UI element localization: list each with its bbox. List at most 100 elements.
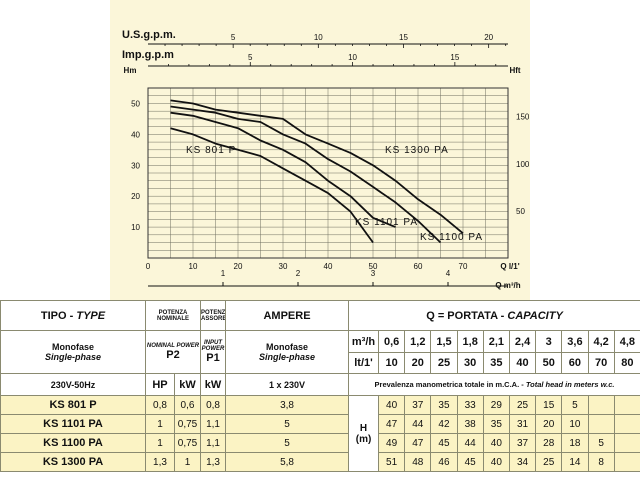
head-value: 45 xyxy=(430,433,458,453)
series-label: KS 1300 PA xyxy=(385,145,449,156)
q-m3h: 4,8 xyxy=(613,330,640,353)
q-m3h: 1,2 xyxy=(404,330,432,353)
head-value: 45 xyxy=(456,452,484,472)
q-m3h: 1,5 xyxy=(430,330,458,353)
q-lmin: 30 xyxy=(456,352,484,374)
pump-performance-chart: 10 20 30 40 50 Hm 50 100 150 Hft 0 10 20 30 40 50 60 70 Q … xyxy=(122,29,530,290)
bottom-tick-label: 0 xyxy=(146,262,151,271)
model-name: KS 1101 PA xyxy=(0,414,146,434)
head-value: 25 xyxy=(535,452,563,472)
head-value: 14 xyxy=(561,452,589,472)
kw2-value: 0,6 xyxy=(173,395,202,415)
hp-value: 1 xyxy=(145,414,175,434)
usgpm-tick-label: 15 xyxy=(399,33,408,42)
left-axis-label: Hm xyxy=(124,66,137,75)
amp-value: 3,8 xyxy=(225,395,350,415)
series-label: KS 1101 PA xyxy=(355,217,418,228)
q-lmin: 50 xyxy=(535,352,563,374)
kw1-value: 1,1 xyxy=(200,433,227,453)
bottom-axis-label: Q l/1' xyxy=(500,262,519,271)
head-value: 15 xyxy=(535,395,563,415)
head-value: 44 xyxy=(404,414,432,434)
q-lmin: 40 xyxy=(508,352,537,374)
model-name: KS 1300 PA xyxy=(0,452,146,472)
kw1-value: 0,8 xyxy=(200,395,227,415)
kw-header: kW xyxy=(200,373,227,396)
q-m3h: 2,1 xyxy=(482,330,510,353)
q-lmin: 10 xyxy=(378,352,406,374)
impgpm-axis-label: Imp.g.p.m xyxy=(122,49,174,61)
portata-header: Q = PORTATA - CAPACITY xyxy=(348,300,640,331)
amp-voltage-cell: 1 x 230V xyxy=(225,373,350,396)
hp-value: 1 xyxy=(145,433,175,453)
usgpm-tick-label: 10 xyxy=(314,33,323,42)
p1-cell: INPUT POWER P1 xyxy=(200,330,227,374)
right-axis-label: Hft xyxy=(509,66,520,75)
table-row: KS 801 P 0,8 0,6 0,8 3,8 H (m) 40 37 35 33 29 25 15 5 xyxy=(0,395,640,472)
right-tick-label: 150 xyxy=(516,113,530,122)
head-value: 29 xyxy=(482,395,510,415)
pump-spec-table: TIPO - TYPE POTENZA NOMINALE POTENZA ASS… xyxy=(0,300,640,472)
bottom-tick-label: 10 xyxy=(189,262,198,271)
q-m3h: 0,6 xyxy=(378,330,406,353)
left-tick-label: 30 xyxy=(131,161,140,170)
head-value: 44 xyxy=(456,433,484,453)
left-tick-label: 20 xyxy=(131,192,140,201)
potenza-nominale-header: POTENZA NOMINALE xyxy=(144,300,202,331)
model-name: KS 1100 PA xyxy=(0,433,146,453)
head-value: 35 xyxy=(430,395,458,415)
lmin-unit: lt/1' xyxy=(348,352,380,374)
q-lmin: 60 xyxy=(561,352,589,374)
head-value: 38 xyxy=(456,414,484,434)
q-m3h: 2,4 xyxy=(508,330,537,353)
head-value: 35 xyxy=(482,414,510,434)
q-lmin: 70 xyxy=(587,352,615,374)
head-value xyxy=(613,433,640,453)
bottom-tick-label: 30 xyxy=(279,262,288,271)
head-value: 8 xyxy=(587,452,615,472)
usgpm-axis-label: U.S.g.p.m. xyxy=(122,29,176,41)
head-value: 20 xyxy=(535,414,563,434)
head-value: 31 xyxy=(508,414,537,434)
bottom-tick-label: 60 xyxy=(414,262,423,271)
voltage-cell: 230V-50Hz xyxy=(0,373,146,396)
series-line xyxy=(170,111,396,228)
usgpm-tick-label: 5 xyxy=(231,33,236,42)
m3h-unit: m³/h xyxy=(348,330,380,353)
potenza-assorbita-header: POTENZA ASSORBITA xyxy=(200,300,227,331)
head-value: 51 xyxy=(378,452,406,472)
plot-border xyxy=(147,87,509,259)
head-value: 47 xyxy=(404,433,432,453)
impgpm-tick-label: 5 xyxy=(248,53,253,62)
table-row: KS 1101 PA 1 0,75 1,1 5 47 44 42 38 35 31 20 10 xyxy=(0,414,640,434)
head-value: 18 xyxy=(561,433,589,453)
m3h-tick-label: 1 xyxy=(221,269,226,278)
head-value: 28 xyxy=(535,433,563,453)
q-lmin: 80 xyxy=(613,352,640,374)
head-value: 47 xyxy=(378,414,406,434)
amp-value: 5,8 xyxy=(225,452,350,472)
head-value xyxy=(613,452,640,472)
kw2-value: 1 xyxy=(173,452,202,472)
series-label: KS 1100 PA xyxy=(420,232,483,243)
m3h-axis-label: Q m³/h xyxy=(495,281,520,290)
head-value: 48 xyxy=(404,452,432,472)
hp-header: HP xyxy=(145,373,175,396)
ampere-monofase-cell: Monofase Single-phase xyxy=(225,330,350,374)
head-value: 40 xyxy=(482,433,510,453)
ampere-header: AMPERE xyxy=(225,300,350,331)
m3h-tick-label: 3 xyxy=(371,269,376,278)
series-label: KS 801 P xyxy=(186,145,236,156)
head-value: 25 xyxy=(508,395,537,415)
q-m3h: 3,6 xyxy=(561,330,589,353)
q-lmin: 20 xyxy=(404,352,432,374)
q-lmin: 35 xyxy=(482,352,510,374)
head-value: 34 xyxy=(508,452,537,472)
head-value: 5 xyxy=(587,433,615,453)
kw1-value: 1,1 xyxy=(200,414,227,434)
amp-value: 5 xyxy=(225,433,350,453)
series-line xyxy=(170,99,464,234)
right-tick-label: 100 xyxy=(516,160,530,169)
head-value xyxy=(613,414,640,434)
